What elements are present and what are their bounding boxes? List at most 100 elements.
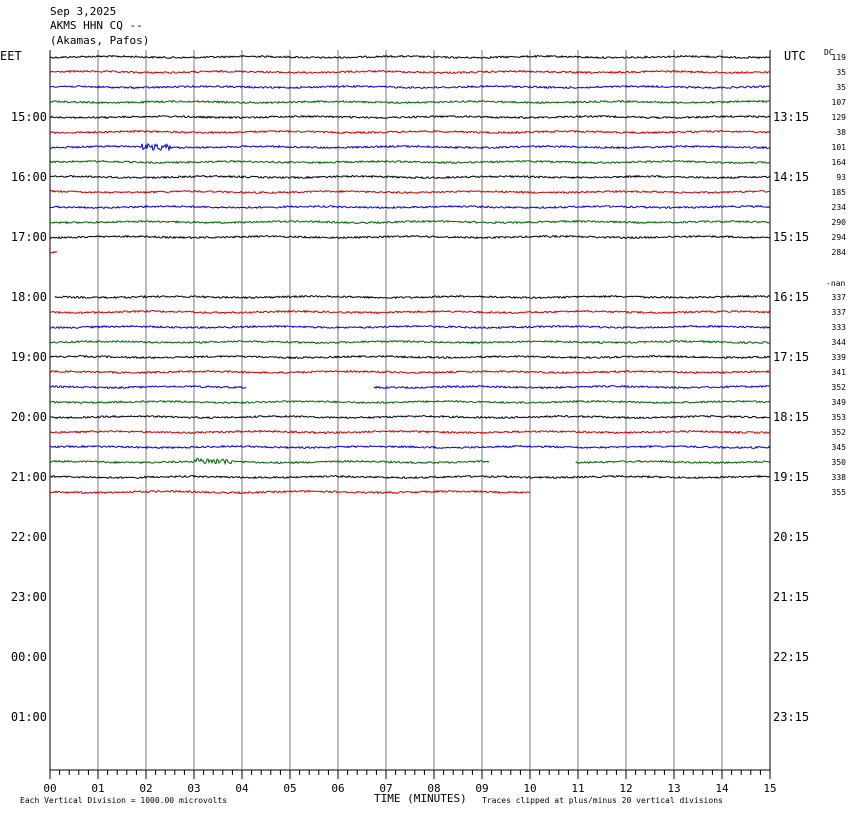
seismic-trace [49,339,771,345]
dc-offset-label: 101 [832,143,847,152]
seismic-trace [49,84,771,90]
left-hour-label: 01:00 [11,710,47,724]
seismic-trace [49,189,771,195]
x-axis-label: TIME (MINUTES) [374,792,467,805]
dc-offset-label: 338 [832,473,847,482]
dc-offset-label: 333 [832,323,847,332]
dc-offset-label: 107 [832,98,847,107]
x-tick-label: 08 [427,782,440,795]
x-tick-label: 05 [283,782,296,795]
x-tick-label: 02 [139,782,152,795]
dc-label: DC [824,48,834,57]
plot-date: Sep 3,2025 [50,5,117,18]
dc-offset-label: 35 [836,83,846,92]
right-hour-label: 17:15 [773,350,809,364]
left-hour-label: 15:00 [11,110,47,124]
dc-offset-label: 290 [832,218,847,227]
x-tick-label: 10 [523,782,536,795]
seismic-trace [50,474,771,480]
dc-offset-label: 345 [832,443,847,452]
seismic-trace [49,114,771,120]
right-hour-label: 23:15 [773,710,809,724]
right-hour-label: 22:15 [773,650,809,664]
seismic-trace [49,234,771,240]
nan-label: -nan [826,279,846,288]
right-hour-label: 19:15 [773,470,809,484]
dc-offset-label: 38 [836,128,846,137]
left-hour-label: 20:00 [11,410,47,424]
dc-offset-label: 284 [832,248,847,257]
dc-offset-label: 355 [832,488,847,497]
seismic-trace [49,204,771,210]
dc-offset-label: 344 [832,338,847,347]
seismic-trace [49,444,771,450]
x-tick-label: 12 [619,782,632,795]
seismic-trace [49,99,771,105]
seismic-trace [49,69,771,75]
clip-note: Traces clipped at plus/minus 20 vertical… [482,796,723,805]
seismic-trace [49,174,771,180]
left-hour-label: 22:00 [11,530,47,544]
x-tick-label: 14 [715,782,729,795]
right-hour-label: 13:15 [773,110,809,124]
dc-offset-label: 352 [832,383,847,392]
seismic-trace [49,159,771,165]
dc-offset-label: 119 [832,53,847,62]
seismic-trace [49,369,771,375]
seismic-trace [49,414,771,420]
dc-offset-label: 234 [832,203,847,212]
dc-offset-label: 185 [832,188,847,197]
seismic-trace [49,489,531,495]
right-hour-label: 18:15 [773,410,809,424]
x-tick-label: 11 [571,782,584,795]
scale-note: Each Vertical Division = 1000.00 microvo… [20,796,228,805]
station-location: (Akamas, Pafos) [50,34,150,47]
dc-offset-label: 93 [836,173,846,182]
x-tick-label: 01 [91,782,104,795]
dc-offset-label: 129 [832,113,847,122]
seismic-trace [49,142,771,152]
seismic-trace [373,384,771,390]
x-tick-label: 13 [667,782,680,795]
seismic-trace [49,429,771,435]
seismic-trace [49,309,771,315]
right-timezone-label: UTC [784,49,806,63]
right-hour-label: 16:15 [773,290,809,304]
dc-offset-label: 349 [832,398,847,407]
dc-offset-label: 337 [832,308,847,317]
right-hour-label: 15:15 [773,230,809,244]
dc-offset-label: 352 [832,428,847,437]
left-hour-label: 00:00 [11,650,47,664]
x-tick-label: 00 [43,782,56,795]
x-tick-label: 15 [763,782,776,795]
seismic-trace [49,54,771,60]
x-tick-label: 09 [475,782,488,795]
seismic-trace [54,294,771,300]
right-hour-label: 20:15 [773,530,809,544]
dc-offset-label: 350 [832,458,847,467]
left-hour-label: 16:00 [11,170,47,184]
seismic-trace [49,250,58,254]
right-hour-label: 21:15 [773,590,809,604]
dc-offset-label: 35 [836,68,846,77]
x-tick-label: 07 [379,782,392,795]
left-hour-label: 18:00 [11,290,47,304]
right-hour-label: 14:15 [773,170,809,184]
left-hour-label: 21:00 [11,470,47,484]
seismic-trace [49,219,771,225]
seismic-trace [575,459,770,465]
x-tick-label: 03 [187,782,200,795]
seismic-trace [49,457,490,466]
left-hour-label: 17:00 [11,230,47,244]
seismic-trace [49,399,771,405]
dc-offset-label: 341 [832,368,847,377]
seismic-trace [49,385,247,390]
dc-offset-label: 339 [832,353,847,362]
seismic-trace [49,129,771,135]
left-hour-label: 19:00 [11,350,47,364]
left-hour-label: 23:00 [11,590,47,604]
seismic-trace [49,324,771,330]
station-code: AKMS HHN CQ -- [50,19,143,32]
dc-offset-label: 337 [832,293,847,302]
